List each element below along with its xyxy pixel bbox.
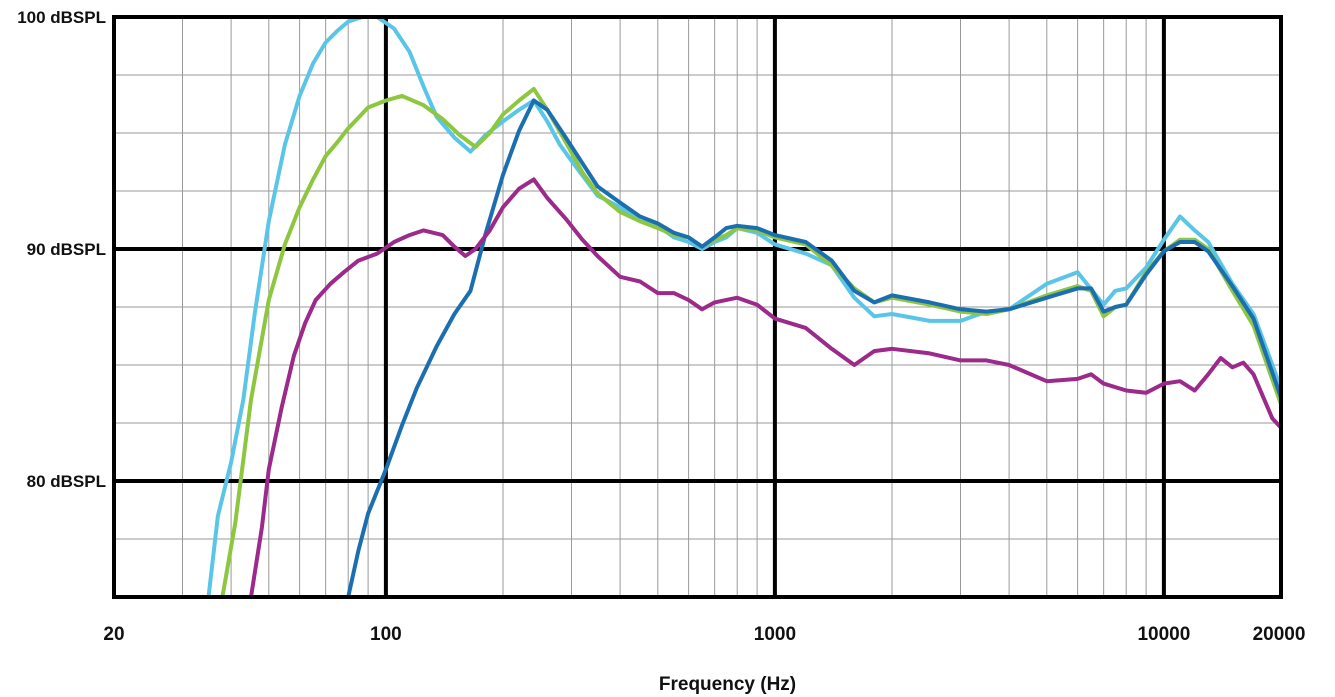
y-tick-label: 100 dBSPL [17, 8, 106, 27]
x-tick-labels: 20 100 1000 10000 20000 [103, 624, 1305, 645]
y-tick-label: 90 dBSPL [27, 240, 106, 259]
major-grid [114, 17, 1281, 597]
x-tick-label: 1000 [754, 624, 796, 645]
y-tick-labels: 80 dBSPL 90 dBSPL 100 dBSPL [17, 8, 106, 491]
x-axis-title: Frequency (Hz) [659, 674, 796, 695]
series-line-2 [220, 86, 1283, 599]
y-tick-label: 80 dBSPL [27, 472, 106, 491]
series-line-4 [249, 177, 1283, 599]
x-tick-label: 10000 [1137, 624, 1190, 645]
series-line-3 [346, 98, 1283, 599]
series-lines [206, 15, 1283, 599]
x-tick-label: 20000 [1253, 624, 1306, 645]
x-tick-label: 100 [370, 624, 402, 645]
x-tick-label: 20 [103, 624, 124, 645]
plot-frame [112, 15, 1283, 599]
